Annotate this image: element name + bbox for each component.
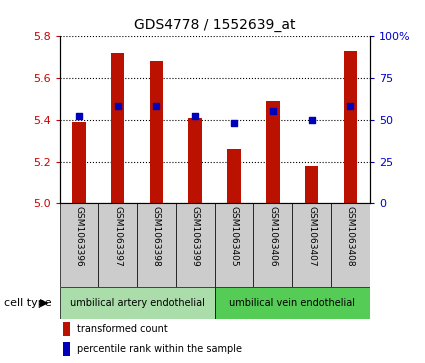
Text: percentile rank within the sample: percentile rank within the sample: [76, 344, 241, 354]
Bar: [266, 101, 280, 203]
Point: [269, 109, 276, 114]
Bar: [72, 122, 86, 203]
Text: transformed count: transformed count: [76, 325, 167, 334]
Point: [153, 103, 160, 109]
Bar: [60, 287, 215, 319]
Point: [114, 103, 121, 109]
Text: GSM1063407: GSM1063407: [307, 206, 316, 266]
Text: GSM1063397: GSM1063397: [113, 206, 122, 266]
Title: GDS4778 / 1552639_at: GDS4778 / 1552639_at: [134, 19, 295, 33]
Bar: [62, 322, 71, 336]
Bar: [215, 287, 370, 319]
Bar: [137, 203, 176, 287]
Bar: [98, 203, 137, 287]
Text: cell type: cell type: [4, 298, 52, 308]
Point: [231, 120, 238, 126]
Bar: [331, 203, 370, 287]
Bar: [176, 203, 215, 287]
Text: GSM1063399: GSM1063399: [191, 206, 200, 266]
Bar: [253, 203, 292, 287]
Bar: [111, 53, 125, 203]
Bar: [188, 118, 202, 203]
Text: umbilical artery endothelial: umbilical artery endothelial: [70, 298, 204, 308]
Text: GSM1063408: GSM1063408: [346, 206, 355, 266]
Text: GSM1063405: GSM1063405: [230, 206, 238, 266]
Bar: [343, 51, 357, 203]
Text: GSM1063406: GSM1063406: [268, 206, 277, 266]
Point: [308, 117, 315, 123]
Bar: [227, 149, 241, 203]
Point: [76, 114, 82, 119]
Bar: [62, 342, 71, 356]
Bar: [215, 203, 253, 287]
Point: [347, 103, 354, 109]
Text: ▶: ▶: [40, 298, 49, 308]
Text: GSM1063396: GSM1063396: [74, 206, 83, 266]
Bar: [305, 166, 318, 203]
Text: umbilical vein endothelial: umbilical vein endothelial: [229, 298, 355, 308]
Bar: [60, 203, 98, 287]
Text: GSM1063398: GSM1063398: [152, 206, 161, 266]
Point: [192, 114, 198, 119]
Bar: [150, 61, 163, 203]
Bar: [292, 203, 331, 287]
